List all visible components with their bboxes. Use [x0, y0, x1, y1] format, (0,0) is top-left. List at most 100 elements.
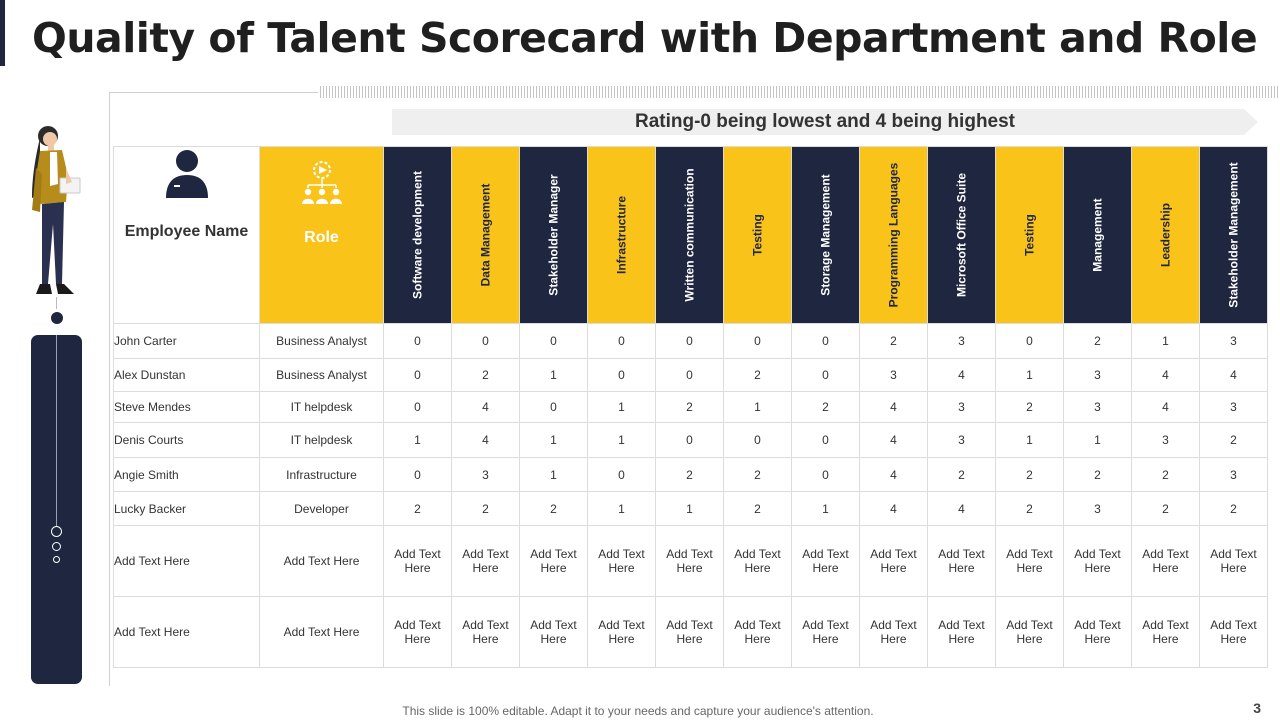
- table-row: Angie Smith Infrastructure 0 3 1 0 2 2 0 4 2 2 2 2 3: [113, 457, 1268, 492]
- table-row: Steve Mendes IT helpdesk 0 4 0 1 2 1 2 4 3 2 3 4 3: [113, 391, 1268, 423]
- frame-line-left: [109, 92, 110, 686]
- score-cell: Add Text Here: [791, 525, 860, 597]
- skill-header: Leadership: [1131, 146, 1200, 324]
- score-cell: 2: [655, 391, 724, 423]
- score-cell: Add Text Here: [723, 596, 792, 668]
- employee-name-cell: Angie Smith: [113, 457, 260, 492]
- score-cell: 1: [995, 422, 1064, 458]
- score-cell: 4: [451, 391, 520, 423]
- score-cell: 0: [587, 457, 656, 492]
- score-cell: 3: [1063, 358, 1132, 392]
- side-bar-line: [56, 335, 57, 531]
- score-cell: 3: [1199, 323, 1268, 359]
- score-cell: 2: [995, 391, 1064, 423]
- score-cell: 2: [723, 358, 792, 392]
- score-cell: 0: [723, 422, 792, 458]
- score-cell: 0: [519, 391, 588, 423]
- employee-name-label: Employee Name: [124, 223, 249, 240]
- score-cell: 2: [451, 491, 520, 526]
- score-cell: 1: [1131, 323, 1200, 359]
- score-cell: Add Text Here: [451, 525, 520, 597]
- score-cell: 0: [383, 358, 452, 392]
- score-cell: 3: [1199, 457, 1268, 492]
- score-cell: 0: [587, 323, 656, 359]
- score-cell: 0: [383, 457, 452, 492]
- score-cell: Add Text Here: [995, 596, 1064, 668]
- score-cell: 4: [1199, 358, 1268, 392]
- score-cell: Add Text Here: [1199, 596, 1268, 668]
- score-cell: Add Text Here: [723, 525, 792, 597]
- role-cell: Add Text Here: [259, 525, 384, 597]
- role-cell: Add Text Here: [259, 596, 384, 668]
- score-cell: 3: [927, 422, 996, 458]
- skill-header: Software development: [383, 146, 452, 324]
- score-cell: 2: [995, 491, 1064, 526]
- user-icon: [165, 150, 208, 198]
- skill-header-label: Stakeholder Manager: [546, 174, 560, 296]
- score-cell: 0: [995, 323, 1064, 359]
- score-cell: 1: [723, 391, 792, 423]
- score-cell: 0: [791, 358, 860, 392]
- score-cell: Add Text Here: [1131, 596, 1200, 668]
- score-cell: Add Text Here: [383, 596, 452, 668]
- side-decorative-bar: [31, 335, 82, 684]
- table-row: Add Text Here Add Text Here Add Text Here A…: [113, 596, 1268, 668]
- table-row: Alex Dunstan Business Analyst 0 2 1 0 0 2 0 3 4 1 3 4…: [113, 358, 1268, 392]
- score-cell: Add Text Here: [383, 525, 452, 597]
- score-cell: 3: [451, 457, 520, 492]
- score-cell: Add Text Here: [655, 596, 724, 668]
- employee-name-cell: Lucky Backer: [113, 491, 260, 526]
- score-cell: 2: [519, 491, 588, 526]
- role-label: Role: [304, 229, 339, 246]
- score-cell: 2: [723, 491, 792, 526]
- score-cell: 2: [1131, 491, 1200, 526]
- score-cell: 4: [927, 358, 996, 392]
- employee-name-cell: John Carter: [113, 323, 260, 359]
- scorecard-table: Employee Name Role Software development …: [113, 146, 1268, 668]
- score-cell: Add Text Here: [1199, 525, 1268, 597]
- table-row: Add Text Here Add Text Here Add Text Here A…: [113, 525, 1268, 597]
- score-cell: 2: [995, 457, 1064, 492]
- score-cell: Add Text Here: [859, 525, 928, 597]
- decorative-hatch-strip: [320, 86, 1278, 98]
- skill-header: Stakeholder Management: [1199, 146, 1268, 324]
- score-cell: 3: [927, 391, 996, 423]
- score-cell: 1: [587, 491, 656, 526]
- score-cell: 0: [655, 358, 724, 392]
- score-cell: 2: [1063, 457, 1132, 492]
- score-cell: 4: [927, 491, 996, 526]
- score-cell: 2: [1131, 457, 1200, 492]
- page-number: 3: [1253, 700, 1261, 716]
- skill-header: Programming Languages: [859, 146, 928, 324]
- skill-header: Storage Management: [791, 146, 860, 324]
- skill-header-label: Storage Management: [818, 174, 832, 296]
- employee-name-header: Employee Name: [113, 146, 260, 324]
- score-cell: Add Text Here: [519, 596, 588, 668]
- side-bar-circle: [52, 542, 61, 551]
- timeline-dot: [51, 312, 63, 324]
- skill-header: Stakeholder Manager: [519, 146, 588, 324]
- score-cell: 0: [383, 391, 452, 423]
- role-cell: Infrastructure: [259, 457, 384, 492]
- score-cell: 0: [383, 323, 452, 359]
- score-cell: 3: [1063, 491, 1132, 526]
- score-cell: 0: [655, 323, 724, 359]
- employee-name-cell: Alex Dunstan: [113, 358, 260, 392]
- score-cell: 2: [859, 323, 928, 359]
- score-cell: 2: [383, 491, 452, 526]
- employee-name-cell: Steve Mendes: [113, 391, 260, 423]
- score-cell: 2: [1199, 491, 1268, 526]
- employee-name-cell: Denis Courts: [113, 422, 260, 458]
- table-row: John Carter Business Analyst 0 0 0 0 0 0 0 2 3 0 2 1 3: [113, 323, 1268, 359]
- role-cell: IT helpdesk: [259, 391, 384, 423]
- score-cell: 2: [655, 457, 724, 492]
- score-cell: Add Text Here: [1063, 596, 1132, 668]
- side-bar-circle: [53, 556, 60, 563]
- frame-line-top: [109, 92, 318, 93]
- score-cell: 4: [1131, 391, 1200, 423]
- rating-note: Rating-0 being lowest and 4 being highes…: [634, 111, 1016, 132]
- score-cell: Add Text Here: [995, 525, 1064, 597]
- skill-header-label: Microsoft Office Suite: [954, 173, 968, 298]
- score-cell: 1: [655, 491, 724, 526]
- skill-header: Testing: [723, 146, 792, 324]
